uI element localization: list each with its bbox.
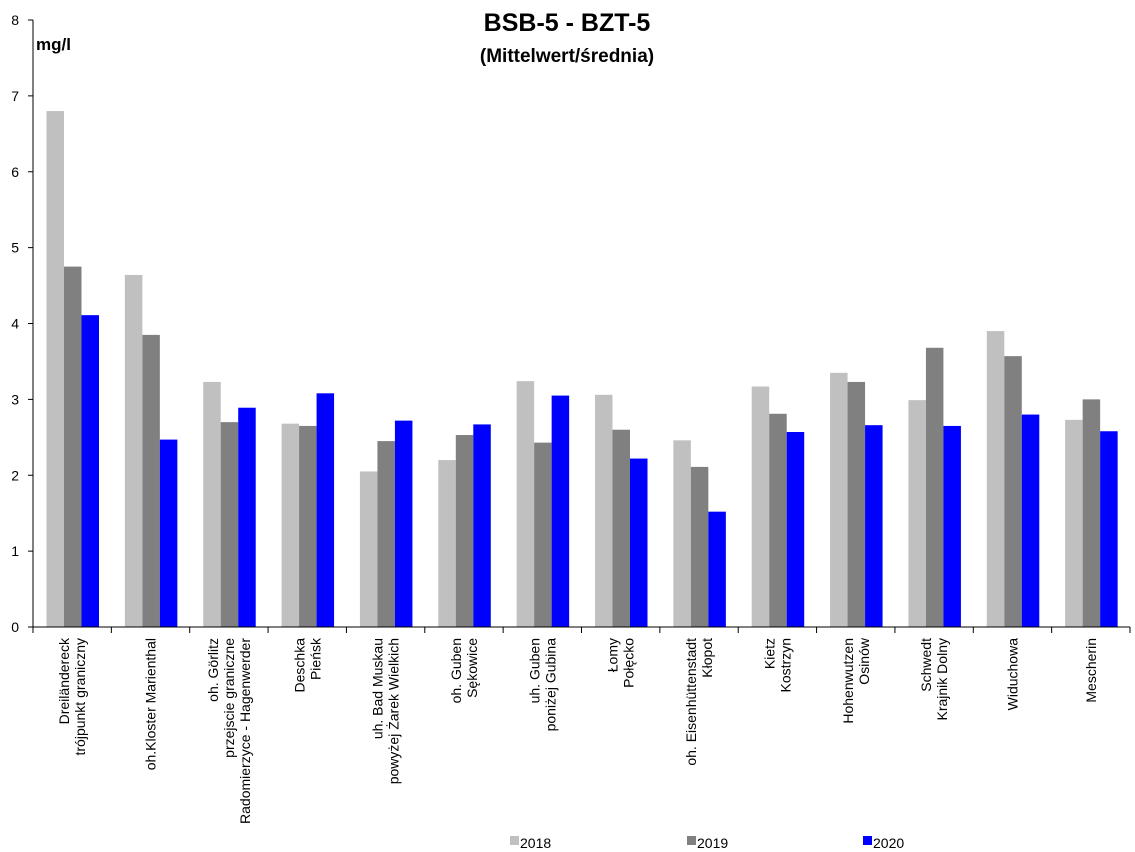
bar-2019 [690,466,709,627]
bar-2020 [1100,431,1118,627]
bar-2020 [159,439,178,627]
bar-2018 [46,111,64,628]
bar-2019 [220,422,239,627]
bar-2020 [316,393,335,627]
legend: 2018 2019 2020 [510,835,904,851]
bar-2020 [551,395,570,627]
bar-2019 [299,425,317,627]
bar-2018 [908,400,926,627]
category-label: Deschka [291,638,307,693]
y-tick-label: 3 [11,391,19,407]
bar-2019 [455,435,474,627]
category-label: oh. Eisenhüttenstadt [683,638,699,766]
category-label: uh. Guben [526,638,542,703]
category-label: Dreiländereck [56,637,72,724]
category-label: Łomy [605,638,621,672]
category-label: Sękowice [464,638,480,698]
bar-2020 [708,511,726,627]
category-label: Pieńsk [307,637,323,680]
category-label: Kłopot [699,638,715,678]
y-tick-label: 2 [11,467,19,483]
category-label: Schwedt [918,638,934,692]
bar-2020 [238,407,256,627]
bar-2018 [1065,419,1083,627]
chart-title: BSB-5 - BZT-5 [484,9,651,37]
category-label: Radomierzyce - Hagenwerder [237,638,253,824]
legend-label-2018: 2018 [520,835,551,851]
bar-2018 [830,372,848,627]
category-label: Krajnik Dolny [934,638,950,720]
bar-2018 [516,381,535,627]
legend-swatch-2020 [863,836,872,845]
category-label: powyżej Żarek Wielkich [385,638,402,784]
category-label: oh.Kloster Marienthal [143,638,159,770]
bar-2018 [986,331,1005,627]
category-label: Kietz [761,638,777,669]
bar-2020 [473,424,491,627]
category-label: Mescherin [1083,638,1099,703]
bar-2018 [438,460,456,627]
bar-2018 [595,394,613,627]
bar-2020 [865,425,883,627]
y-tick-label: 7 [11,88,19,104]
bar-2019 [1004,356,1022,627]
bar-2020 [630,458,648,627]
y-ticks-group: 0 1 2 3 4 5 6 7 8 [11,12,33,635]
chart-subtitle: (Mittelwert/średnia) [480,46,654,67]
y-tick-label: 5 [11,240,19,256]
legend-swatch-2019 [687,836,696,845]
bar-2019 [142,334,160,627]
y-axis-unit-label: mg/l [36,35,71,54]
x-ticks-group [32,627,1131,633]
legend-label-2020: 2020 [873,835,904,851]
category-label: przejscie graniczne [221,638,237,758]
category-label: Widuchowa [1004,638,1020,711]
bar-2018 [673,440,691,627]
y-tick-label: 0 [11,619,19,635]
category-label: Osinów [856,637,872,685]
bars-group [46,111,1118,628]
bar-2020 [394,420,413,627]
category-label: Kostrzyn [777,638,793,692]
bar-2019 [925,347,944,627]
category-labels-group: Dreiländereck trójpunkt graniczny oh.Klost… [56,637,1099,824]
category-label: poniżej Gubina [542,638,558,732]
category-label: oh. Görlitz [205,638,221,702]
legend-swatch-2018 [510,836,519,845]
bar-2019 [847,381,866,627]
category-label: oh. Guben [448,638,464,703]
y-tick-label: 1 [11,543,19,559]
bar-2019 [534,442,552,627]
category-label: trójpunkt graniczny [72,638,88,756]
bar-2018 [203,381,221,627]
bar-2020 [943,425,961,627]
y-tick-label: 8 [11,12,19,28]
y-tick-label: 4 [11,316,19,332]
bar-2018 [124,274,143,627]
bar-2019 [769,413,787,627]
category-label: Hohenwutzen [840,638,856,724]
bar-2020 [786,432,805,627]
bar-2018 [359,471,378,627]
bar-2018 [281,423,300,627]
bar-2018 [751,386,770,627]
category-label: Połęcko [621,638,637,688]
legend-label-2019: 2019 [697,835,728,851]
bar-2020 [81,315,99,627]
bar-2019 [64,266,82,627]
category-label: uh. Bad Muskau [370,638,386,739]
bar-2019 [1082,399,1101,627]
bar-2019 [377,441,395,627]
bar-2020 [1021,414,1040,627]
bar-2019 [612,429,630,627]
y-tick-label: 6 [11,164,19,180]
